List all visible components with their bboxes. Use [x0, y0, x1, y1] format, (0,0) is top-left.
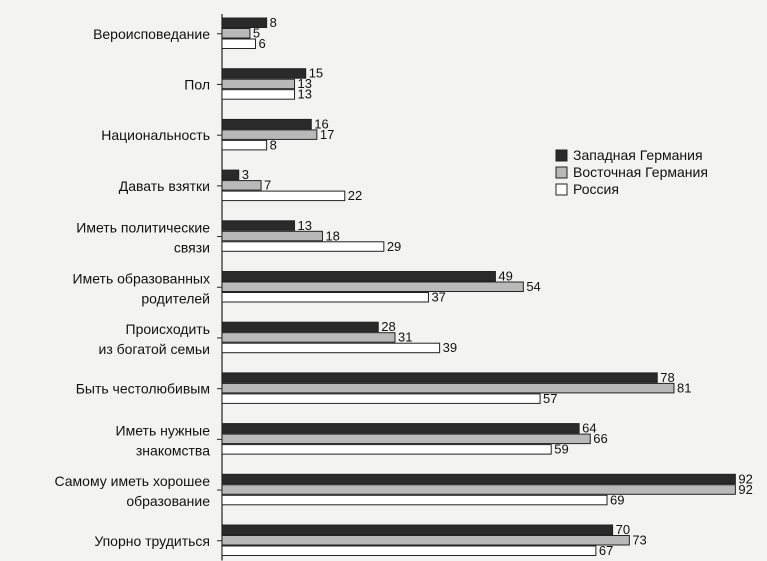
legend-label: Россия — [573, 181, 619, 197]
bar-value-label: 67 — [599, 543, 613, 558]
bar-value-label: 3 — [242, 167, 249, 182]
bar-value-label: 78 — [660, 370, 674, 385]
bar-value-label: 8 — [270, 137, 277, 152]
bar-value-label: 59 — [554, 442, 568, 457]
labels-layer: Вероисповедание856Пол151313Национальност… — [54, 15, 752, 558]
legend-swatch — [555, 149, 568, 162]
bar — [221, 17, 268, 28]
bar-value-label: 18 — [325, 228, 339, 243]
bar — [221, 281, 524, 292]
bar-value-label: 92 — [738, 471, 752, 486]
bar-value-label: 69 — [610, 492, 624, 507]
bar — [221, 372, 658, 383]
bar-value-label: 49 — [498, 269, 512, 284]
legend-swatch — [555, 166, 568, 179]
category-label: Вероисповедание — [93, 26, 210, 42]
bar — [221, 68, 307, 79]
category-label: Иметь образованных родителей — [73, 270, 210, 306]
bar-value-label: 64 — [582, 421, 596, 436]
category-label: Иметь нужные знакомства — [116, 422, 211, 458]
bar — [221, 169, 240, 181]
bar — [221, 433, 591, 445]
bar — [221, 139, 268, 151]
bar-value-label: 73 — [632, 533, 646, 548]
bar — [221, 292, 429, 303]
bar — [221, 180, 262, 191]
bar — [221, 78, 296, 90]
bar — [221, 444, 552, 455]
bar — [221, 535, 630, 546]
bar-value-label: 81 — [677, 380, 691, 395]
bar — [221, 484, 736, 495]
bar-value-label: 22 — [348, 188, 362, 203]
bar-value-label: 15 — [309, 66, 323, 81]
bar — [221, 342, 441, 354]
category-label: Иметь политические связи — [76, 220, 210, 256]
bar-value-label: 66 — [593, 431, 607, 446]
bar — [221, 38, 256, 49]
category-label: Национальность — [101, 127, 210, 143]
bar-value-label: 92 — [738, 482, 752, 497]
bar-value-label: 28 — [381, 319, 395, 334]
axis-layer — [217, 14, 223, 561]
bar-value-label: 54 — [526, 279, 540, 294]
category-label: Упорно трудиться — [94, 533, 210, 549]
bar — [221, 545, 597, 556]
bar-value-label: 31 — [398, 330, 412, 345]
bar — [221, 271, 496, 282]
bar — [221, 129, 318, 140]
bar-value-label: 39 — [443, 340, 457, 355]
legend-label: Западная Германия — [573, 147, 703, 163]
bar-value-label: 7 — [264, 178, 271, 193]
bar — [221, 473, 736, 485]
bar — [221, 190, 346, 202]
bar-value-label: 70 — [616, 522, 630, 537]
bar-value-label: 17 — [320, 127, 334, 142]
bars-layer — [221, 17, 736, 556]
bar — [221, 118, 312, 130]
category-label: Давать взятки — [119, 178, 210, 194]
bar — [221, 220, 296, 231]
bar-value-label: 16 — [314, 116, 328, 131]
bar — [221, 332, 396, 343]
bar — [221, 393, 541, 404]
bar-value-label: 6 — [258, 36, 265, 51]
category-label: Самому иметь хорошее образование — [54, 473, 210, 509]
bar-value-label: 29 — [387, 239, 401, 254]
bar — [221, 524, 614, 535]
bar — [221, 494, 608, 506]
bar — [221, 89, 296, 100]
bar — [221, 28, 251, 39]
bar — [221, 230, 323, 242]
category-label: Происходить из богатой семьи — [99, 321, 211, 357]
bar — [221, 423, 580, 434]
legend-label: Восточная Германия — [573, 164, 708, 180]
bar-value-label: 57 — [543, 391, 557, 406]
bar — [221, 321, 379, 333]
bar-value-label: 13 — [298, 218, 312, 233]
legend-swatch — [555, 183, 568, 196]
bar-value-label: 8 — [270, 15, 277, 30]
bar-value-label: 13 — [298, 87, 312, 102]
bar-value-label: 13 — [298, 76, 312, 91]
bar — [221, 241, 385, 252]
category-label: Быть честолюбивым — [76, 381, 210, 397]
category-label: Пол — [184, 76, 210, 92]
bar-value-label: 37 — [431, 290, 445, 305]
bar — [221, 382, 675, 394]
bar-value-label: 5 — [253, 26, 260, 41]
